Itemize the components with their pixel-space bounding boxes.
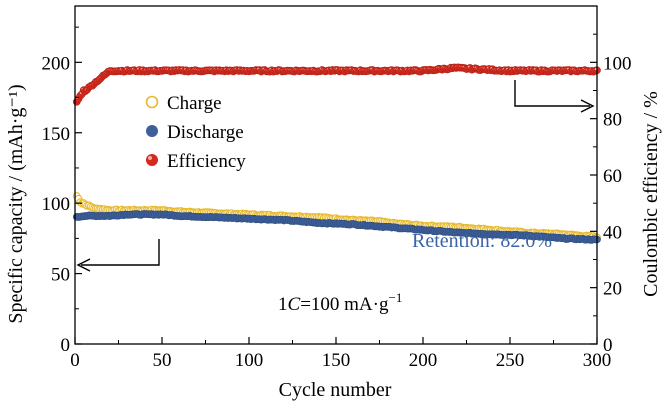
- x-tick-label: 50: [153, 350, 172, 371]
- y-right-tick-label: 0: [603, 335, 613, 356]
- x-axis-label: Cycle number: [279, 379, 392, 401]
- plot-border: [74, 5, 598, 345]
- x-tick-label: 250: [496, 350, 525, 371]
- y-right-tick-label: 40: [603, 222, 622, 243]
- y-left-tick-label: 0: [61, 335, 71, 356]
- legend-label-discharge: Discharge: [167, 122, 244, 143]
- x-tick-label: 100: [235, 350, 264, 371]
- rate-suffix: =100 mA·g: [300, 294, 389, 315]
- y-right-tick-label: 80: [603, 110, 622, 131]
- y-left-tick-label: 200: [42, 53, 71, 74]
- left-axis-arrow: [76, 239, 160, 272]
- legend-label-charge: Charge: [167, 93, 222, 114]
- y-left-tick-label: 100: [42, 194, 71, 215]
- y-axis-left-label: Specific capacity / (mAh·g⁻¹): [5, 84, 27, 323]
- legend-label-efficiency: Efficiency: [167, 151, 246, 172]
- legend-marker-charge: [145, 95, 159, 109]
- x-tick-label: 0: [70, 350, 80, 371]
- legend-marker-efficiency: [146, 154, 158, 166]
- legend: Charge Discharge Efficiency: [145, 93, 246, 172]
- retention-annotation: Retention: 82.0%: [412, 230, 552, 252]
- y-right-tick-label: 100: [603, 53, 632, 74]
- efficiency-series: [72, 63, 601, 106]
- legend-marker-efficiency-highlight: [148, 156, 152, 160]
- y-right-tick-label: 20: [603, 279, 622, 300]
- rate-annotation: 1C=100 mA·g−1: [278, 290, 402, 315]
- y-axis-right-label: Coulombic efficiency / %: [640, 91, 662, 297]
- rate-superscript: −1: [388, 290, 402, 305]
- x-tick-label: 200: [409, 350, 438, 371]
- legend-marker-discharge: [146, 125, 158, 137]
- y-left-tick-label: 50: [51, 265, 70, 286]
- right-axis-arrow: [514, 80, 595, 113]
- discharge-series: [72, 210, 601, 244]
- rate-italic: C: [288, 294, 301, 315]
- axis-ticks: 0 50 100 150 200 250 3000501001502000204060801…: [42, 26, 632, 371]
- x-tick-label: 300: [583, 350, 612, 371]
- y-left-tick-label: 150: [42, 124, 71, 145]
- y-right-tick-label: 60: [603, 166, 622, 187]
- rate-prefix: 1: [278, 294, 288, 315]
- plot-frame: [74, 5, 598, 345]
- x-tick-label: 150: [322, 350, 351, 371]
